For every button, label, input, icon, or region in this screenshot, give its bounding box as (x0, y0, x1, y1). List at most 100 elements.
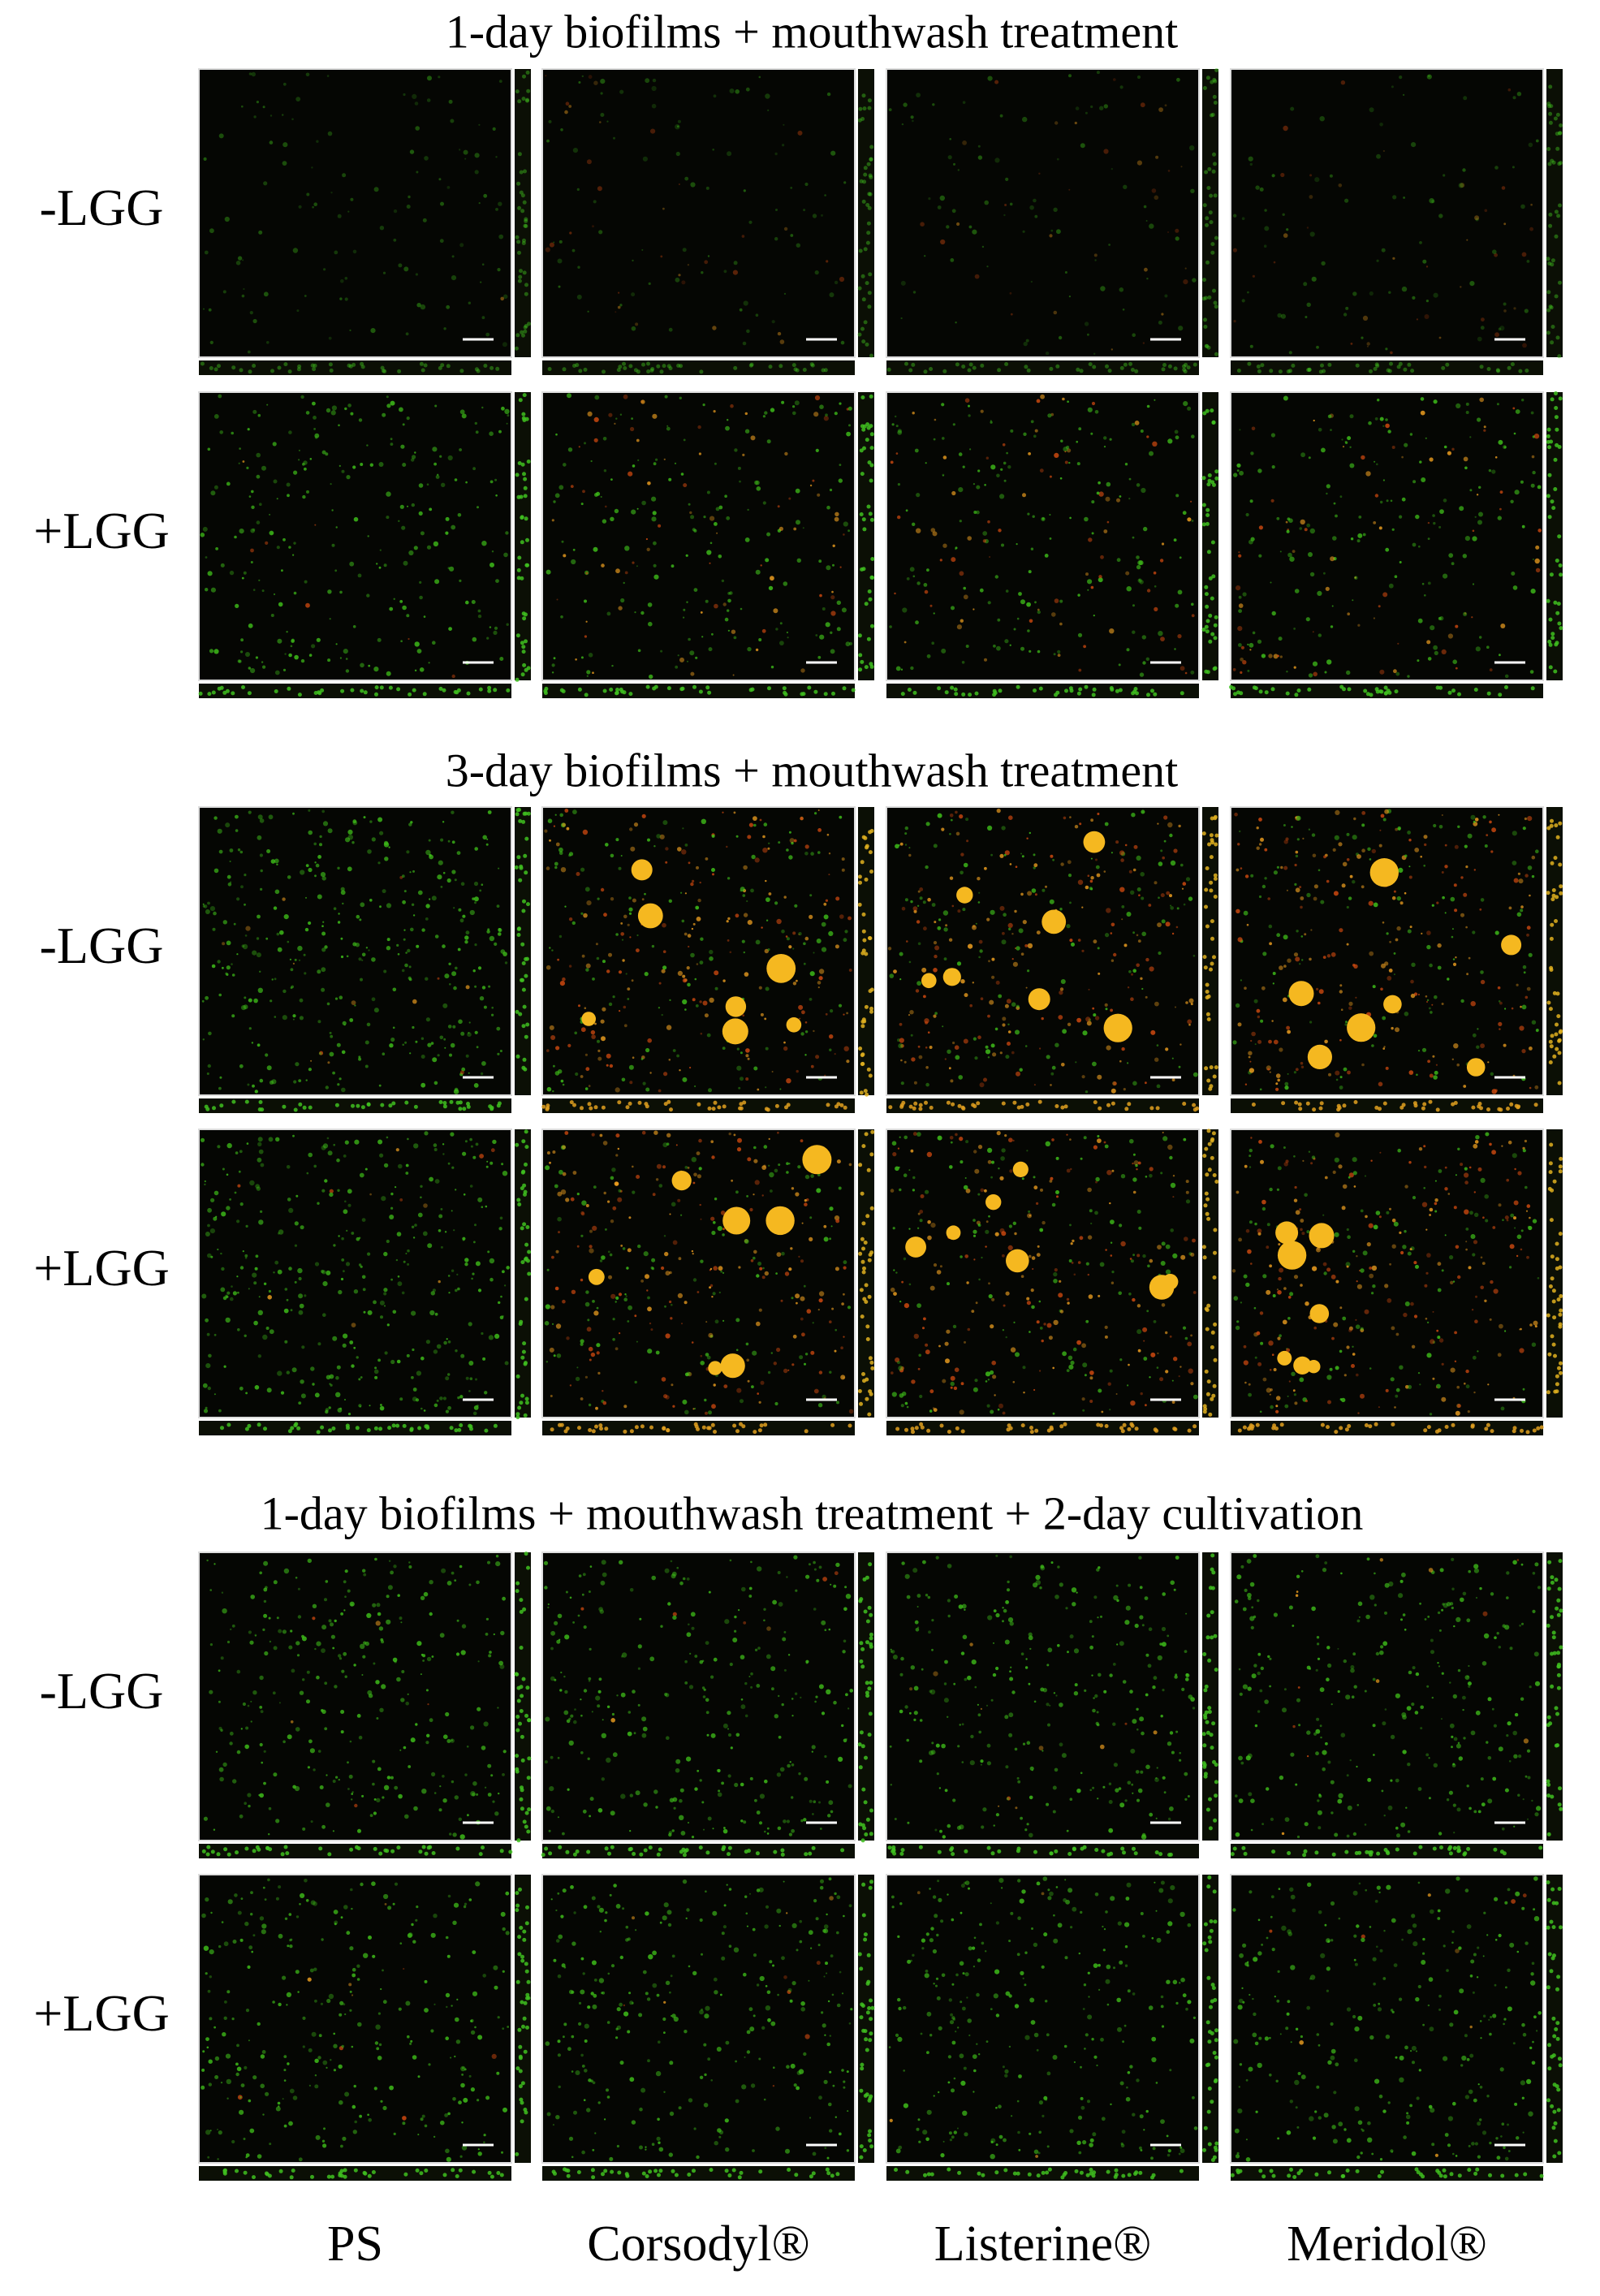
speckle (1004, 480, 1007, 482)
speckle (1508, 88, 1512, 92)
speckle (1128, 362, 1132, 366)
speckle (1248, 1051, 1252, 1055)
speckle (585, 887, 590, 891)
speckle (414, 1224, 417, 1227)
speckle (572, 364, 576, 368)
speckle (951, 606, 955, 610)
speckle (627, 1248, 632, 1252)
speckle (1205, 925, 1210, 929)
speckle (710, 1268, 712, 1270)
speckle (1149, 451, 1154, 456)
speckle (1374, 1034, 1378, 1038)
speckle (860, 512, 864, 516)
speckle (1330, 556, 1335, 561)
speckle (214, 414, 219, 419)
speckle (592, 978, 595, 981)
speckle (1277, 655, 1279, 658)
speckle (582, 490, 585, 493)
speckle (1318, 1002, 1321, 1005)
speckle (221, 1267, 224, 1271)
speckle (404, 964, 408, 968)
speckle (341, 1237, 344, 1241)
speckle (1300, 896, 1304, 900)
speckle (615, 1154, 618, 1156)
speckle (705, 857, 709, 861)
speckle (1068, 874, 1072, 877)
speckle (1113, 78, 1116, 81)
speckle (1189, 145, 1194, 150)
speckle (1078, 633, 1082, 637)
speckle (304, 972, 306, 974)
speckle (1141, 932, 1146, 937)
speckle (712, 873, 714, 875)
speckle (1456, 1064, 1460, 1067)
speckle (826, 900, 828, 902)
speckle (1185, 672, 1188, 675)
speckle (475, 422, 477, 425)
speckle (815, 270, 819, 274)
speckle (666, 1133, 671, 1137)
speckle (1442, 871, 1444, 874)
speckle (895, 416, 896, 417)
speckle (313, 428, 316, 430)
speckle (913, 906, 918, 911)
speckle (1149, 966, 1154, 971)
speckle (774, 1362, 777, 1365)
speckle (274, 480, 278, 484)
speckle (372, 837, 376, 841)
speckle (910, 900, 912, 903)
speckle (1382, 592, 1387, 597)
speckle (1008, 928, 1011, 930)
speckle (797, 559, 801, 563)
speckle (1411, 142, 1416, 147)
speckle (869, 479, 873, 483)
speckle (623, 366, 627, 370)
speckle (1313, 420, 1315, 421)
micrograph (886, 392, 1218, 698)
speckle (243, 944, 248, 949)
speckle (1040, 468, 1044, 473)
speckle (647, 1306, 652, 1311)
speckle (358, 1378, 360, 1380)
speckle (491, 1007, 494, 1009)
speckle (297, 1268, 302, 1273)
speckle (987, 826, 992, 831)
speckle (589, 1245, 593, 1248)
speckle (399, 1198, 403, 1202)
speckle (1522, 525, 1525, 529)
speckle (620, 598, 624, 602)
speckle (379, 905, 382, 908)
speckle (1328, 1073, 1331, 1077)
speckle (326, 1085, 329, 1089)
speckle (682, 827, 684, 829)
speckle (207, 1254, 212, 1258)
speckle (1264, 848, 1267, 852)
speckle (407, 506, 408, 507)
speckle (727, 609, 729, 611)
speckle (1390, 352, 1393, 355)
speckle (1204, 905, 1208, 909)
speckle (931, 641, 934, 645)
speckle (562, 1146, 566, 1150)
speckle (1279, 369, 1283, 373)
speckle (1193, 1072, 1198, 1077)
speckle (779, 527, 783, 531)
speckle (1046, 352, 1049, 355)
speckle (1484, 425, 1486, 428)
speckle (405, 952, 408, 954)
speckle (1150, 1030, 1155, 1035)
speckle (1111, 960, 1114, 962)
speckle (473, 969, 476, 972)
speckle (1172, 933, 1174, 934)
speckle (619, 304, 622, 306)
speckle (215, 547, 218, 550)
speckle (420, 1408, 423, 1410)
speckle (1069, 296, 1071, 297)
speckle (1147, 405, 1150, 408)
speckle (770, 408, 774, 412)
speckle (858, 653, 862, 657)
speckle (911, 115, 914, 119)
speckle (519, 269, 523, 273)
speckle (1363, 533, 1366, 537)
speckle (459, 243, 464, 247)
